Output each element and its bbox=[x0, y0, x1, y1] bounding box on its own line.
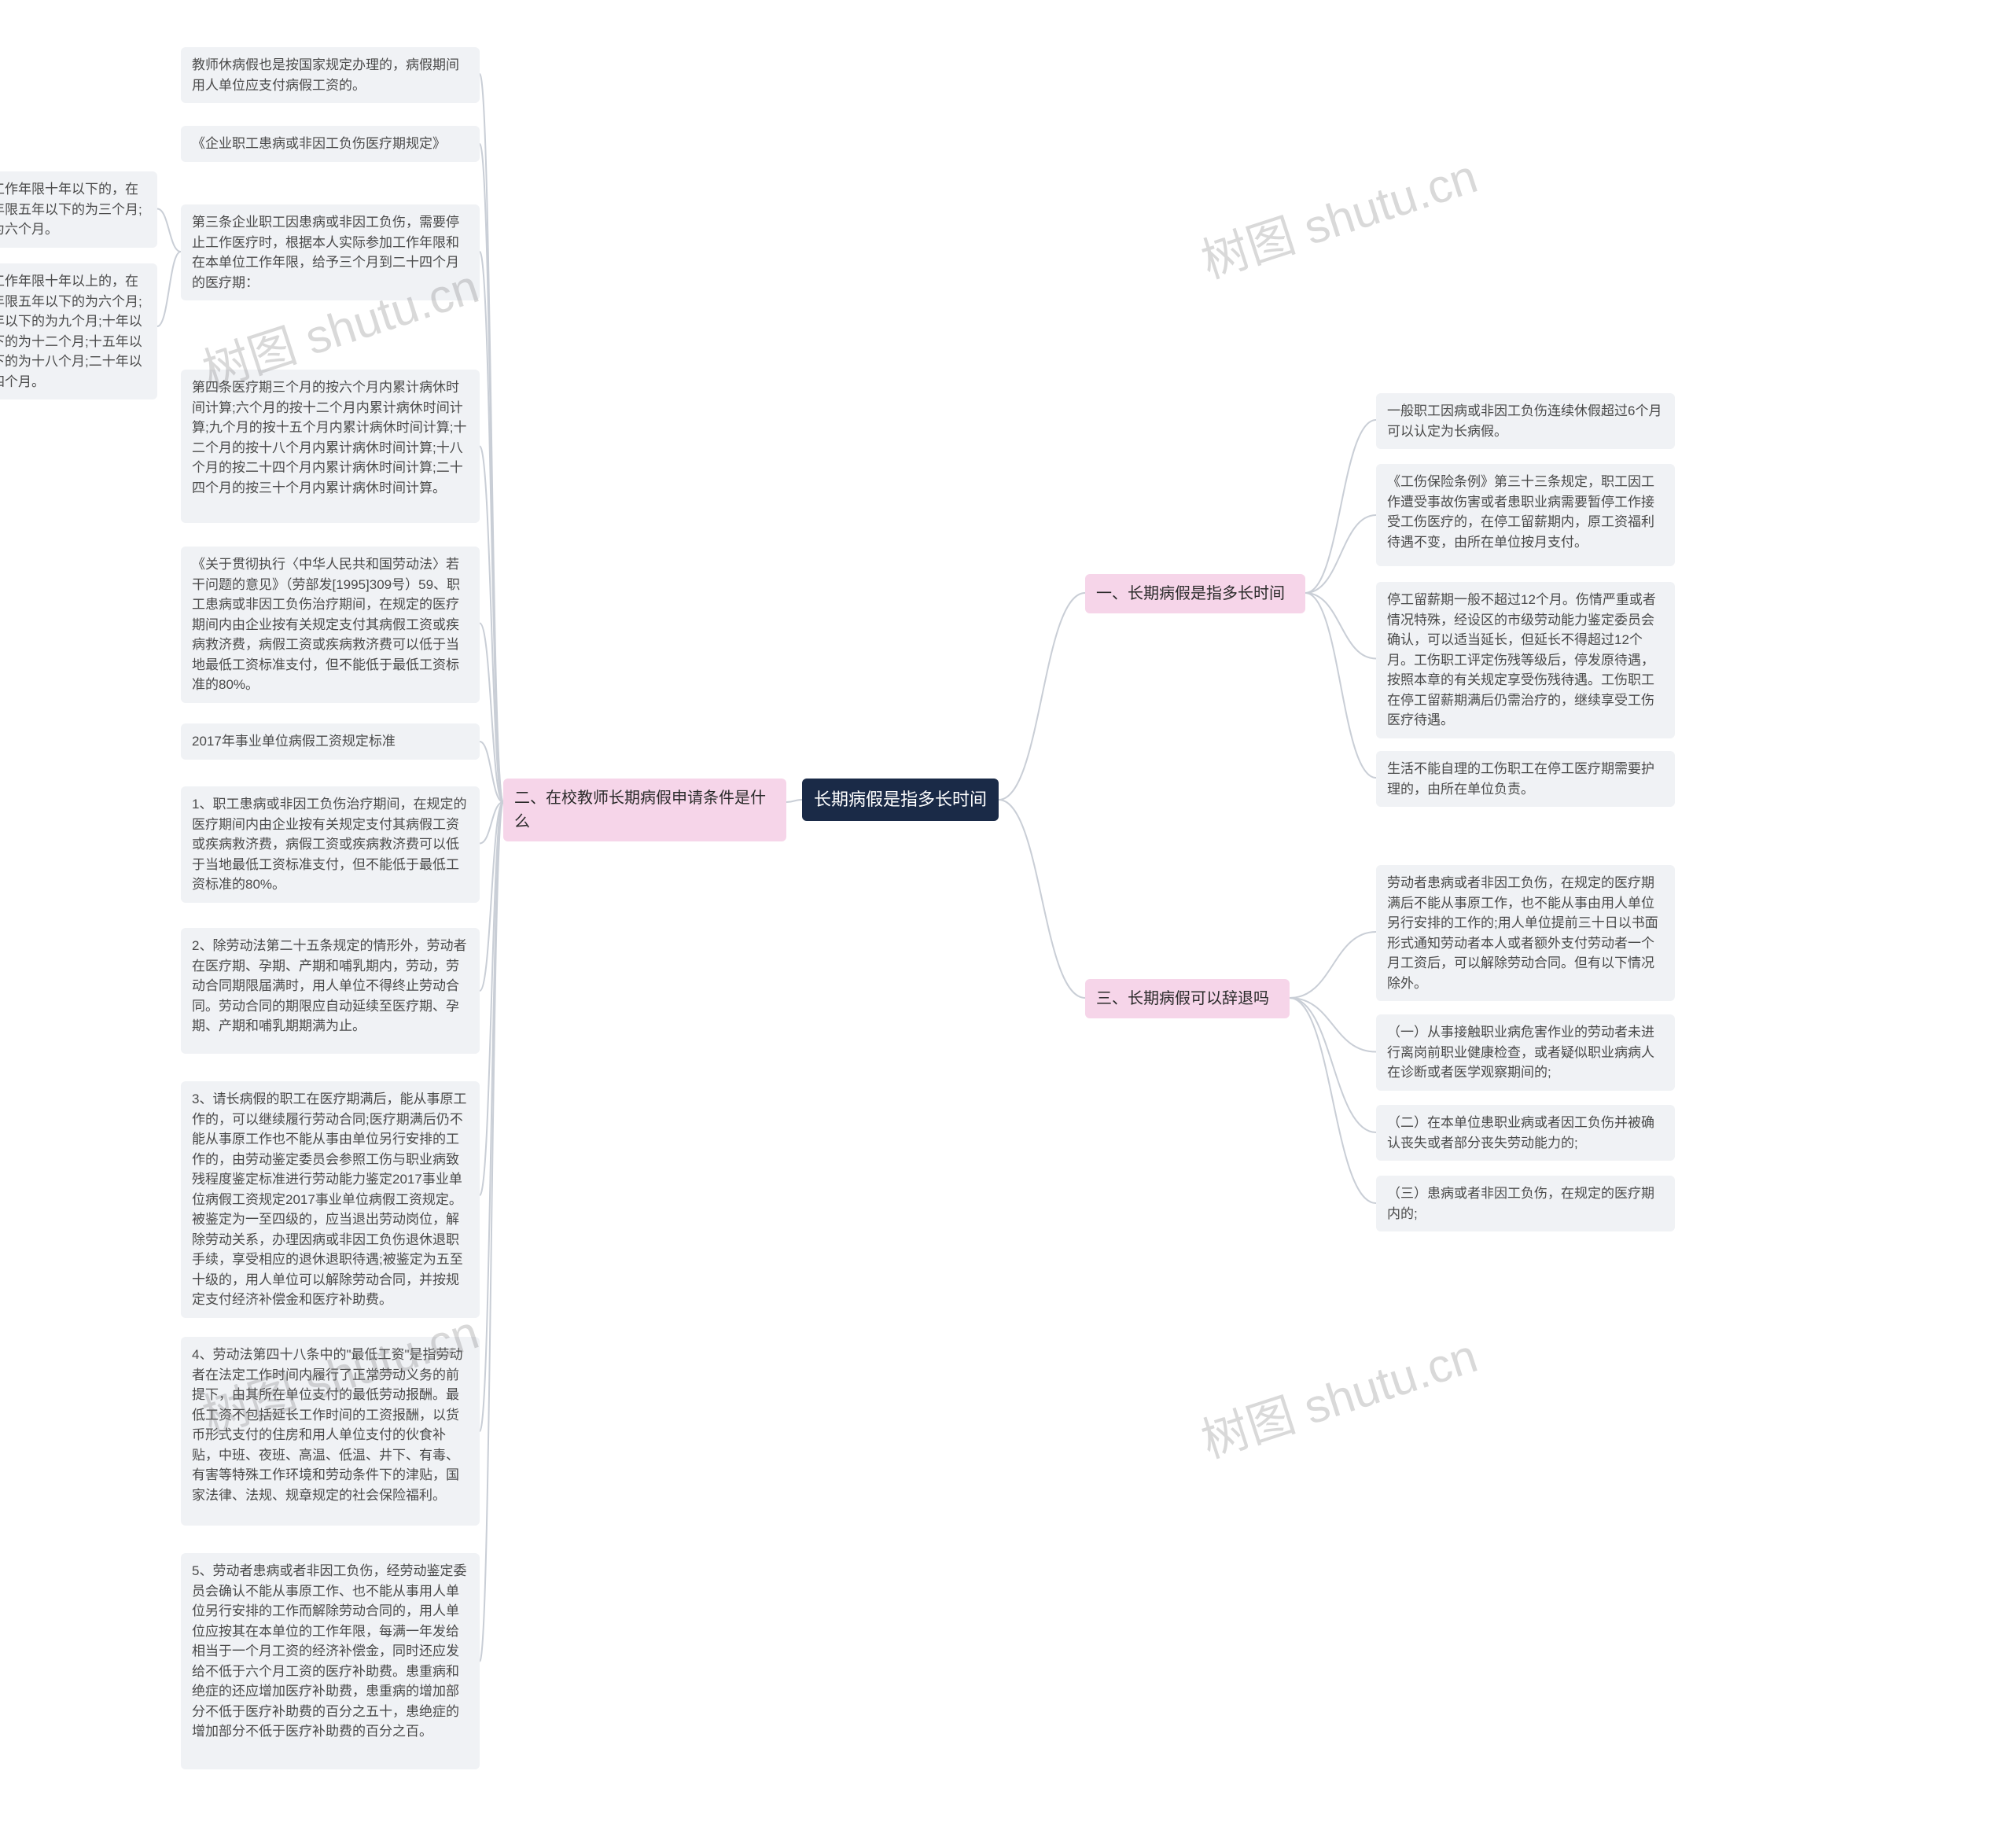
branch-3-leaf-1: 劳动者患病或者非因工负伤，在规定的医疗期满后不能从事原工作，也不能从事由用人单位… bbox=[1376, 865, 1675, 1001]
branch-2-leaf-4: 第四条医疗期三个月的按六个月内累计病休时间计算;六个月的按十二个月内累计病休时间… bbox=[181, 370, 480, 523]
branch-2-leaf-1: 教师休病假也是按国家规定办理的，病假期间用人单位应支付病假工资的。 bbox=[181, 47, 480, 103]
branch-1: 一、长期病假是指多长时间 bbox=[1085, 574, 1305, 613]
branch-2-leaf-2: 《企业职工患病或非因工负伤医疗期规定》 bbox=[181, 126, 480, 162]
branch-2-leaf-9: 3、请长病假的职工在医疗期满后，能从事原工作的，可以继续履行劳动合同;医疗期满后… bbox=[181, 1081, 480, 1318]
branch-1-leaf-4: 生活不能自理的工伤职工在停工医疗期需要护理的，由所在单位负责。 bbox=[1376, 751, 1675, 807]
watermark-2: 树图 shutu.cn bbox=[1191, 138, 1485, 292]
watermark-3: 树图 shutu.cn bbox=[1191, 1318, 1485, 1471]
branch-2-leaf-8: 2、除劳动法第二十五条规定的情形外，劳动者在医疗期、孕期、产期和哺乳期内，劳动，… bbox=[181, 928, 480, 1054]
branch-2-leaf-5: 《关于贯彻执行〈中华人民共和国劳动法〉若干问题的意见》（劳部发[1995]309… bbox=[181, 547, 480, 703]
branch-1-leaf-1: 一般职工因病或非因工负伤连续休假超过6个月可以认定为长病假。 bbox=[1376, 393, 1675, 449]
branch-3-leaf-2: （一）从事接触职业病危害作业的劳动者未进行离岗前职业健康检查，或者疑似职业病病人… bbox=[1376, 1014, 1675, 1091]
branch-3-leaf-3: （二）在本单位患职业病或者因工负伤并被确认丧失或者部分丧失劳动能力的; bbox=[1376, 1105, 1675, 1161]
branch-2-leaf-7: 1、职工患病或非因工负伤治疗期间，在规定的医疗期间内由企业按有关规定支付其病假工… bbox=[181, 786, 480, 903]
branch-3-leaf-4: （三）患病或者非因工负伤，在规定的医疗期内的; bbox=[1376, 1176, 1675, 1231]
branch-2-leaf-3: 第三条企业职工因患病或非因工负伤，需要停止工作医疗时，根据本人实际参加工作年限和… bbox=[181, 204, 480, 300]
root-node: 长期病假是指多长时间 bbox=[802, 779, 999, 821]
branch-2-leaf-3-sub-b: （二）实际工作年限十年以上的，在本单位工作年限五年以下的为六个月;五年以上十年以… bbox=[0, 263, 157, 399]
branch-3: 三、长期病假可以辞退吗 bbox=[1085, 979, 1290, 1018]
branch-2: 二、在校教师长期病假申请条件是什么 bbox=[503, 779, 786, 841]
branch-1-leaf-3: 停工留薪期一般不超过12个月。伤情严重或者情况特殊，经设区的市级劳动能力鉴定委员… bbox=[1376, 582, 1675, 738]
branch-2-leaf-6: 2017年事业单位病假工资规定标准 bbox=[181, 723, 480, 760]
branch-2-leaf-3-sub-a: （一）实际工作年限十年以下的，在本单位工作年限五年以下的为三个月;五年以上的为六… bbox=[0, 171, 157, 248]
branch-1-leaf-2: 《工伤保险条例》第三十三条规定，职工因工作遭受事故伤害或者患职业病需要暂停工作接… bbox=[1376, 464, 1675, 566]
branch-2-leaf-10: 4、劳动法第四十八条中的"最低工资"是指劳动者在法定工作时间内履行了正常劳动义务… bbox=[181, 1337, 480, 1526]
branch-2-leaf-11: 5、劳动者患病或者非因工负伤，经劳动鉴定委员会确认不能从事原工作、也不能从事用人… bbox=[181, 1553, 480, 1769]
